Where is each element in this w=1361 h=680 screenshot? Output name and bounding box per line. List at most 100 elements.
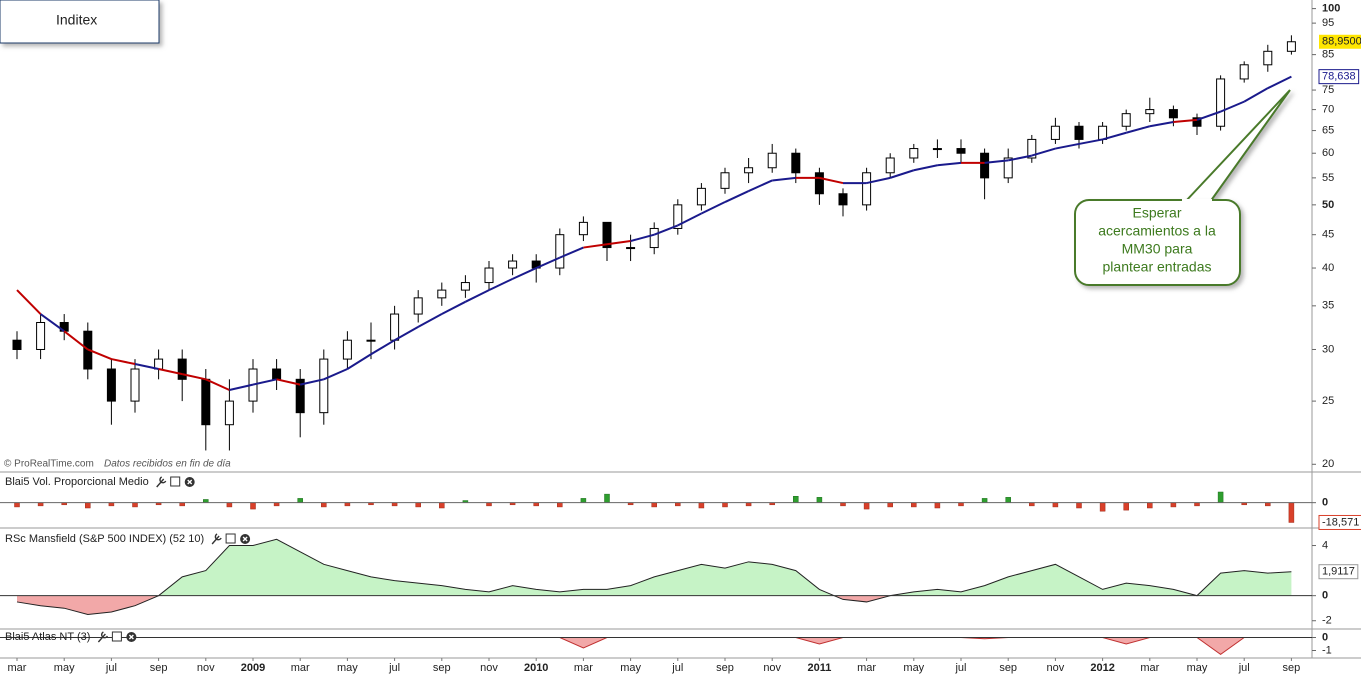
candle-body (224, 400, 234, 426)
close-cross (242, 536, 248, 542)
candle-body (909, 148, 919, 159)
candle-body (1216, 78, 1226, 127)
x-tick-label: sep (999, 662, 1017, 674)
settings-icon (156, 476, 167, 488)
candle-body (838, 193, 848, 206)
candle-body (791, 152, 801, 174)
x-tick-label: may (620, 662, 641, 674)
bar (604, 493, 610, 503)
moving-average (346, 353, 372, 370)
moving-average (229, 383, 254, 391)
y-tick-label: 85 (1322, 49, 1334, 61)
moving-average (134, 363, 159, 370)
panel-title: Blai5 Vol. Proporcional Medio (5, 476, 149, 488)
candle-body (1239, 64, 1249, 80)
bar (651, 502, 657, 508)
candle-body (578, 221, 588, 236)
candle-body (390, 313, 400, 341)
candle-body (437, 289, 447, 299)
candle-body (1121, 113, 1131, 127)
candle-body (177, 358, 187, 380)
moving-average (441, 300, 466, 315)
x-tick-label: mar (574, 662, 593, 674)
settings-icon (211, 533, 222, 545)
bar (911, 502, 917, 508)
x-tick-label: may (903, 662, 924, 674)
moving-average (772, 176, 796, 182)
candle-body (602, 221, 612, 249)
moving-average (748, 179, 773, 192)
candle-body (1027, 138, 1037, 159)
candle-body (130, 368, 140, 402)
candle-body (555, 234, 565, 269)
bar (250, 502, 256, 510)
last-value-label: 88,9500 (1322, 36, 1361, 48)
moving-average (464, 289, 490, 303)
moving-average (559, 246, 584, 259)
y-tick-label: 40 (1322, 262, 1334, 274)
y-tick-label: 50 (1322, 199, 1334, 211)
moving-average (370, 339, 396, 356)
candle-body (1263, 50, 1273, 66)
x-tick-label: mar (8, 662, 27, 674)
bar (226, 502, 233, 508)
bar (1217, 491, 1224, 503)
y-tick-label: -1 (1322, 644, 1332, 656)
candle-body (932, 148, 942, 151)
moving-average (653, 224, 679, 236)
y-tick-label: 0 (1322, 590, 1328, 602)
y-tick-label: 35 (1322, 300, 1334, 312)
moving-average (819, 176, 844, 185)
moving-average (299, 378, 325, 386)
last-value-badge (1318, 514, 1361, 530)
bar (1052, 502, 1059, 508)
x-tick-label: sep (1283, 662, 1301, 674)
y-tick-label: 45 (1322, 229, 1334, 241)
moving-average (417, 313, 443, 328)
close-cross (128, 634, 134, 640)
moving-average (724, 190, 750, 203)
x-tick-label: 2010 (524, 662, 548, 674)
bar (863, 502, 870, 510)
moving-average (606, 240, 631, 246)
y-tick-label: -2 (1322, 615, 1332, 627)
source: © ProRealTime.com (4, 459, 94, 470)
window-icon (225, 533, 236, 544)
x-tick-label: 2011 (807, 662, 831, 674)
last-value-label: 78,638 (1322, 71, 1356, 83)
moving-average (205, 378, 230, 391)
panel-title: RSc Mansfield (S&P 500 INDEX) (52 10) (5, 533, 204, 545)
x-tick-label: sep (433, 662, 451, 674)
y-tick-label: 25 (1322, 395, 1334, 407)
x-tick-label: jul (388, 662, 400, 674)
candle-body (720, 172, 730, 189)
x-tick-label: may (54, 662, 75, 674)
moving-average (937, 161, 962, 167)
candle-body (484, 267, 494, 284)
moving-average (1102, 131, 1127, 141)
candle-body (696, 187, 706, 206)
moving-average (984, 159, 1009, 164)
annotation: Esperar acercamientos a la MM30 para pla… (1074, 89, 1291, 286)
candle-body (319, 358, 329, 414)
moving-average (40, 313, 65, 333)
bar (1005, 497, 1011, 503)
bar (415, 502, 421, 508)
moving-average (488, 277, 514, 292)
x-tick-label: jul (1238, 662, 1250, 674)
x-tick-label: nov (480, 662, 498, 674)
x-tick-label: sep (716, 662, 734, 674)
moving-average (1149, 121, 1174, 128)
x-tick-label: nov (197, 662, 215, 674)
moving-average (866, 176, 891, 185)
bar (14, 502, 20, 508)
bar (321, 502, 327, 508)
last-value-badge (1319, 34, 1361, 49)
bar (816, 497, 823, 503)
annotation-line: Esperar (1132, 205, 1181, 221)
bar (1170, 502, 1177, 508)
moving-average (181, 373, 207, 381)
moving-average (276, 378, 301, 386)
x-tick-label: mar (857, 662, 876, 674)
annotation-line: plantear entradas (1103, 259, 1212, 275)
